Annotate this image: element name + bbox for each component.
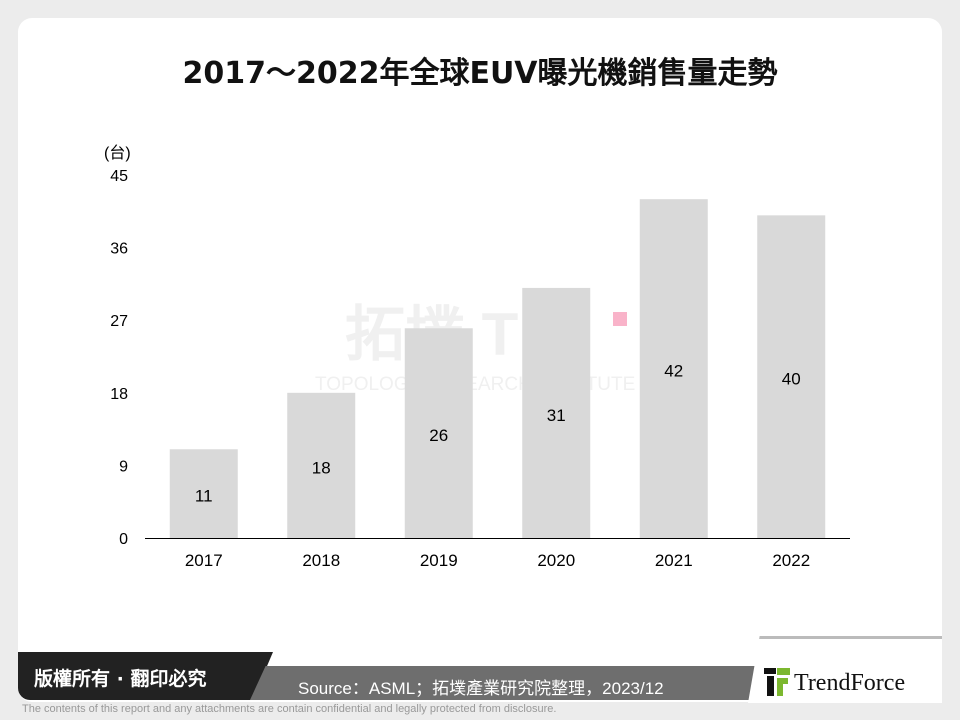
y-tick-label: 36	[110, 241, 128, 258]
bar	[404, 328, 473, 538]
data-label: 18	[312, 458, 331, 477]
source-banner: Source：ASML；拓墣產業研究院整理，2023/12	[250, 666, 770, 700]
bar	[757, 215, 826, 539]
bar	[287, 392, 356, 538]
y-tick-label: 27	[110, 313, 128, 330]
x-tick-label: 2022	[772, 551, 810, 570]
bar	[639, 199, 708, 538]
y-tick-label: 45	[110, 168, 128, 185]
x-tick-label: 2020	[537, 551, 575, 570]
copyright-text: 版權所有 · 翻印必究	[34, 668, 207, 690]
y-tick-label: 18	[110, 386, 128, 403]
data-label: 31	[547, 406, 566, 425]
data-label: 42	[664, 362, 683, 381]
source-text: Source：ASML；拓墣產業研究院整理，2023/12	[298, 679, 664, 698]
data-label: 26	[429, 426, 448, 445]
disclaimer: The contents of this report and any atta…	[22, 703, 557, 715]
x-tick-label: 2019	[420, 551, 458, 570]
trendforce-logo-text: TrendForce	[794, 670, 906, 696]
y-tick-label: 9	[119, 458, 128, 475]
trendforce-logo-icon	[764, 668, 790, 696]
y-axis-unit: (台)	[104, 144, 131, 162]
bar	[169, 449, 238, 538]
x-tick-label: 2018	[302, 551, 340, 570]
chart-title: 2017～2022年全球EUV曝光機銷售量走勢	[182, 56, 778, 91]
x-tick-label: 2017	[185, 551, 223, 570]
data-label: 11	[195, 487, 213, 506]
bar	[522, 287, 591, 538]
x-tick-label: 2021	[655, 551, 693, 570]
watermark-dot	[613, 312, 627, 326]
copyright-banner: 版權所有 · 翻印必究	[18, 652, 273, 700]
data-label: 40	[782, 370, 801, 389]
y-tick-label: 0	[119, 531, 128, 548]
